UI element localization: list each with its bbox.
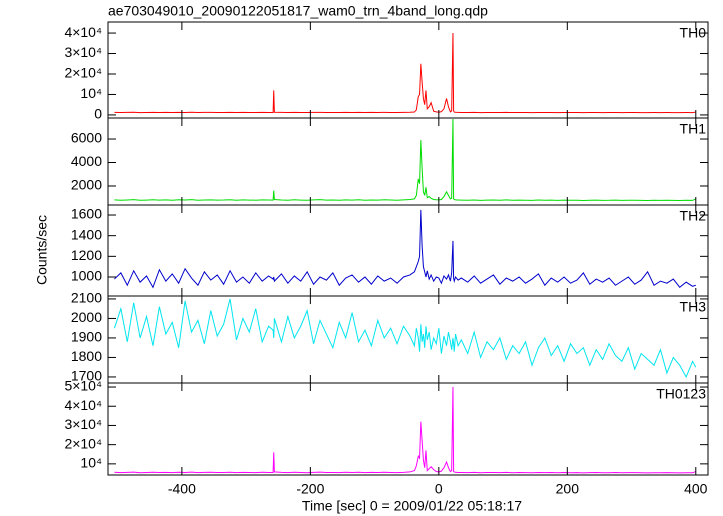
y-tick-label: 4×10⁴: [64, 397, 102, 413]
y-tick-label: 6000: [71, 130, 102, 146]
y-tick-label: 4×10⁴: [64, 24, 102, 40]
series-line: [114, 209, 696, 289]
x-tick-label: -400: [168, 481, 196, 497]
series-line: [113, 298, 697, 379]
y-tick-label: 1000: [71, 268, 102, 284]
x-axis-label: Time [sec] 0 = 2009/01/22 05:18:17: [302, 498, 522, 514]
x-tick-label: 0: [435, 481, 443, 497]
series-label: TH1: [680, 121, 707, 137]
y-tick-label: 3×10⁴: [64, 416, 102, 432]
chart-title: ae703049010_20090122051817_wam0_trn_4ban…: [108, 3, 488, 19]
series-label: TH0: [680, 25, 707, 41]
y-tick-label: 1700: [71, 368, 102, 384]
y-tick-label: 2000: [71, 177, 102, 193]
panel-data: [114, 33, 696, 114]
panel-frame: [107, 382, 709, 476]
panel-frame: [107, 295, 709, 384]
y-tick-label: 1400: [71, 226, 102, 242]
panel-data: [113, 298, 697, 379]
y-tick-label: 0: [94, 106, 102, 122]
series-label: TH3: [680, 299, 707, 315]
y-axis-label: Counts/sec: [34, 215, 50, 285]
panel-frame: [107, 21, 709, 119]
y-tick-label: 1200: [71, 247, 102, 263]
y-tick-label: 10⁴: [80, 85, 102, 101]
x-tick-label: 200: [556, 481, 580, 497]
panel-data: [114, 119, 697, 202]
y-tick-label: 10⁴: [80, 455, 102, 471]
y-tick-label: 2100: [71, 290, 102, 306]
y-tick-label: 3×10⁴: [64, 44, 102, 60]
x-tick-label: 400: [684, 481, 708, 497]
series-label: TH0123: [656, 386, 706, 402]
series-line: [114, 387, 696, 474]
series-line: [114, 119, 697, 202]
y-tick-label: 2000: [71, 309, 102, 325]
panel-frame: [107, 204, 709, 297]
series-line: [114, 33, 696, 114]
y-tick-label: 5×10⁴: [64, 378, 102, 394]
y-tick-label: 4000: [71, 153, 102, 169]
panel-data: [114, 387, 696, 474]
y-tick-label: 1900: [71, 329, 102, 345]
panel-data: [114, 209, 696, 289]
series-label: TH2: [680, 208, 707, 224]
y-tick-label: 1600: [71, 206, 102, 222]
y-tick-label: 1800: [71, 348, 102, 364]
y-tick-label: 2×10⁴: [64, 65, 102, 81]
x-tick-label: -200: [296, 481, 324, 497]
y-tick-label: 2×10⁴: [64, 435, 102, 451]
panel-frame: [107, 117, 709, 206]
